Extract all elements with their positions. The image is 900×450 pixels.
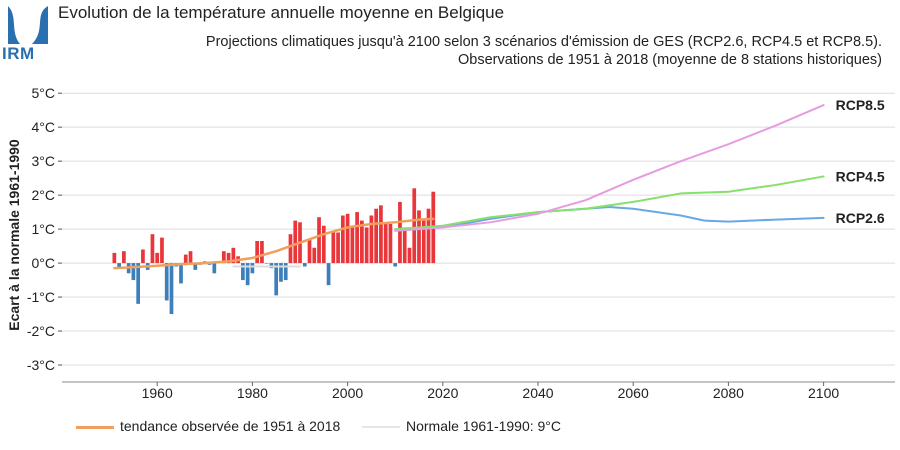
y-tick-label: -3°C [27, 357, 55, 373]
observation-bar [407, 247, 412, 264]
y-tick-label: 1°C [32, 221, 56, 237]
x-tick-label: 2020 [427, 385, 458, 401]
observation-bar [169, 263, 174, 315]
observation-bar [160, 237, 164, 264]
observation-bar [260, 240, 264, 264]
observation-bar [393, 263, 398, 267]
rcp-series-label: RCP8.5 [836, 97, 885, 113]
observation-bar [383, 224, 388, 264]
observation-bar [279, 263, 283, 282]
observation-bar [155, 252, 160, 264]
y-tick-label: -1°C [27, 289, 55, 305]
x-tick-label: 2100 [808, 385, 839, 401]
observation-bar [136, 263, 141, 304]
observation-bar [426, 208, 431, 264]
legend-trend-swatch [76, 425, 114, 429]
observation-bar [288, 234, 293, 264]
chart-title: Evolution de la température annuelle moy… [58, 3, 505, 22]
y-tick-label: 3°C [32, 153, 56, 169]
observation-bar [226, 252, 231, 264]
legend-trend-label: tendance observée de 1951 à 2018 [120, 418, 341, 434]
observation-bar [417, 210, 421, 264]
rcp26-line [394, 206, 825, 232]
observation-bar [412, 188, 417, 264]
observation-bar [117, 263, 121, 269]
x-tick-label: 2060 [618, 385, 649, 401]
observation-bar [250, 263, 255, 274]
observation-bar [141, 249, 145, 264]
x-tick-label: 2040 [522, 385, 553, 401]
observation-bar [369, 215, 374, 264]
observation-bar [312, 247, 317, 264]
observation-bar [374, 208, 379, 264]
logo-text: IRM [2, 44, 35, 63]
observation-bar [179, 263, 183, 284]
observation-bar [321, 225, 326, 264]
observation-bar [231, 247, 236, 264]
observation-bar [345, 213, 350, 264]
legend-normal: Normale 1961-1990: 9°C [362, 418, 561, 434]
observation-bar [326, 263, 331, 286]
observation-bar [317, 217, 321, 264]
observation-bar [131, 263, 136, 281]
observation-bar [164, 263, 169, 301]
observation-bar [402, 227, 407, 264]
observation-bar [183, 254, 188, 264]
logo-wave-left [8, 6, 20, 44]
y-tick-label: 0°C [32, 255, 56, 271]
observation-bar [122, 251, 126, 264]
legend-normal-label: Normale 1961-1990: 9°C [406, 418, 562, 434]
irm-logo [8, 6, 48, 44]
logo-wave-right [32, 6, 48, 44]
observation-bar [245, 263, 250, 286]
observation-bar [241, 263, 245, 281]
rcp-series-label: RCP2.6 [836, 210, 885, 226]
x-tick-label: 1960 [142, 385, 173, 401]
x-tick-label: 2080 [713, 385, 744, 401]
observation-bar [355, 212, 359, 264]
observation-bar [212, 263, 217, 274]
observation-bar [388, 224, 393, 264]
y-tick-label: 5°C [32, 85, 56, 101]
observation-bar [379, 205, 383, 264]
observation-bar [350, 225, 355, 264]
observation-bar [255, 240, 260, 264]
observation-bar [331, 230, 336, 264]
observation-bar [274, 263, 279, 296]
observation-bar [364, 227, 369, 264]
observation-bar [336, 232, 340, 264]
observation-bar [360, 220, 364, 264]
x-tick-label: 1980 [237, 385, 268, 401]
observation-bar [307, 239, 312, 264]
observation-bar [264, 263, 269, 264]
observation-bar [150, 234, 155, 264]
observation-bar [221, 251, 226, 264]
legend-normal-swatch [362, 426, 400, 429]
subtitle-line-1: Projections climatiques jusqu'à 2100 sel… [205, 34, 882, 50]
y-tick-label: 2°C [32, 187, 56, 203]
observation-bar [193, 263, 198, 270]
rcp45-line [394, 175, 825, 231]
observation-bar [398, 201, 402, 264]
observation-bar [188, 251, 193, 264]
observation-bar [293, 220, 298, 264]
y-tick-label: 4°C [32, 119, 56, 135]
rcp85-line [394, 104, 825, 232]
x-tick-label: 2000 [332, 385, 363, 401]
observation-bar [421, 220, 426, 264]
observation-bar [283, 263, 288, 281]
y-tick-label: -2°C [27, 323, 55, 339]
chart-subtitle: Projections climatiques jusqu'à 2100 sel… [206, 33, 882, 69]
legend: tendance observée de 1951 à 2018 [76, 418, 340, 434]
observation-bar [112, 252, 117, 264]
subtitle-line-2: Observations de 1951 à 2018 (moyenne de … [458, 52, 882, 68]
observation-bar [340, 215, 345, 264]
rcp-series-label: RCP4.5 [836, 168, 885, 184]
observation-bar [302, 263, 307, 267]
trend-line [113, 217, 435, 270]
